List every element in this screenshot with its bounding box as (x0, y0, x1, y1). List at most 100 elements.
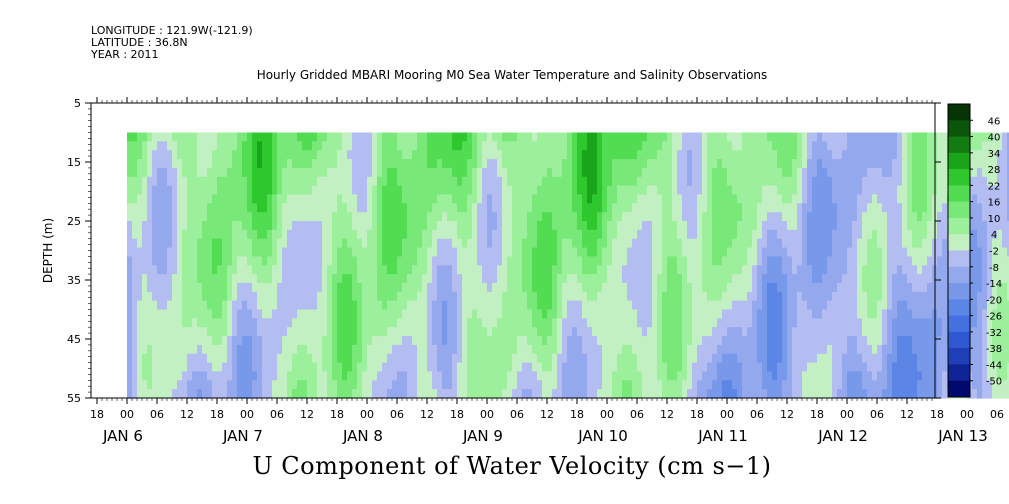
heatmap-cell (777, 318, 783, 328)
heatmap-cell (447, 300, 453, 311)
heatmap-cell (447, 256, 453, 266)
heatmap-cell (237, 229, 243, 240)
heatmap-cell (147, 212, 153, 222)
heatmap-cell (507, 141, 513, 151)
heatmap-cell (172, 229, 178, 240)
heatmap-cell (537, 389, 543, 399)
heatmap-cell (722, 247, 728, 258)
heatmap-cell (937, 141, 943, 151)
heatmap-cell (652, 238, 658, 249)
heatmap-cell (652, 309, 658, 319)
heatmap-cell (237, 362, 243, 373)
heatmap-cell (862, 176, 868, 187)
heatmap-cell (482, 194, 488, 204)
heatmap-cell (587, 212, 593, 222)
heatmap-cell (457, 291, 463, 302)
heatmap-cell (152, 229, 158, 240)
heatmap-cell (482, 229, 488, 240)
heatmap-cell (727, 282, 733, 293)
heatmap-cell (297, 238, 303, 249)
heatmap-cell (697, 150, 703, 160)
heatmap-cell (462, 291, 468, 302)
heatmap-cell (372, 141, 378, 151)
heatmap-cell (432, 132, 438, 142)
heatmap-cell (582, 194, 588, 204)
heatmap-cell (297, 229, 303, 240)
heatmap-cell (462, 282, 468, 293)
heatmap-cell (347, 212, 353, 222)
heatmap-cell (927, 256, 933, 266)
heatmap-cell (677, 141, 683, 151)
heatmap-cell (682, 371, 688, 381)
heatmap-cell (302, 327, 308, 337)
heatmap-cell (502, 318, 508, 328)
heatmap-cell (812, 203, 818, 213)
heatmap-cell (767, 150, 773, 160)
heatmap-cell (362, 336, 368, 346)
heatmap-cell (302, 238, 308, 249)
heatmap-cell (832, 309, 838, 319)
heatmap-cell (537, 229, 543, 240)
heatmap-cell (177, 212, 183, 222)
heatmap-cell (587, 336, 593, 346)
heatmap-cell (502, 362, 508, 373)
heatmap-cell (792, 380, 798, 390)
heatmap-cell (172, 212, 178, 222)
heatmap-cell (197, 185, 203, 196)
heatmap-cell (157, 371, 163, 381)
heatmap-cell (147, 265, 153, 275)
heatmap-cell (452, 256, 458, 266)
heatmap-cell (527, 194, 533, 204)
heatmap-cell (887, 353, 893, 364)
heatmap-cell (517, 221, 523, 231)
heatmap-cell (482, 185, 488, 196)
heatmap-cell (477, 229, 483, 240)
heatmap-cell (147, 229, 153, 240)
heatmap-cell (782, 238, 788, 249)
heatmap-cell (277, 389, 283, 399)
heatmap-cell (917, 256, 923, 266)
heatmap-cell (132, 318, 138, 328)
heatmap-cell (532, 176, 538, 187)
heatmap-cell (257, 327, 263, 337)
heatmap-cell (572, 194, 578, 204)
heatmap-cell (297, 336, 303, 346)
heatmap-cell (697, 185, 703, 196)
heatmap-cell (477, 256, 483, 266)
heatmap-cell (672, 167, 678, 178)
heatmap-cell (537, 291, 543, 302)
heatmap-cell (762, 247, 768, 258)
heatmap-cell (647, 344, 653, 355)
heatmap-cell (432, 318, 438, 328)
heatmap-cell (892, 371, 898, 381)
heatmap-cell (847, 380, 853, 390)
heatmap-cell (267, 221, 273, 231)
heatmap-cell (132, 274, 138, 284)
heatmap-cell (382, 362, 388, 373)
heatmap-cell (357, 167, 363, 178)
heatmap-cell (882, 389, 888, 399)
heatmap-cell (542, 194, 548, 204)
heatmap-cell (432, 309, 438, 319)
heatmap-cell (652, 256, 658, 266)
heatmap-cell (732, 291, 738, 302)
heatmap-cell (787, 221, 793, 231)
heatmap-cell (897, 229, 903, 240)
heatmap-cell (262, 353, 268, 364)
heatmap-cell (322, 344, 328, 355)
heatmap-cell (697, 300, 703, 311)
heatmap-cell (727, 176, 733, 187)
heatmap-cell (397, 194, 403, 204)
heatmap-cell (627, 185, 633, 196)
heatmap-cell (377, 150, 383, 160)
heatmap-cell (422, 212, 428, 222)
heatmap-cell (492, 141, 498, 151)
heatmap-cell (577, 353, 583, 364)
heatmap-cell (462, 150, 468, 160)
heatmap-cell (752, 327, 758, 337)
heatmap-cell (902, 212, 908, 222)
heatmap-cell (317, 141, 323, 151)
heatmap-cell (157, 247, 163, 258)
heatmap-cell (307, 212, 313, 222)
